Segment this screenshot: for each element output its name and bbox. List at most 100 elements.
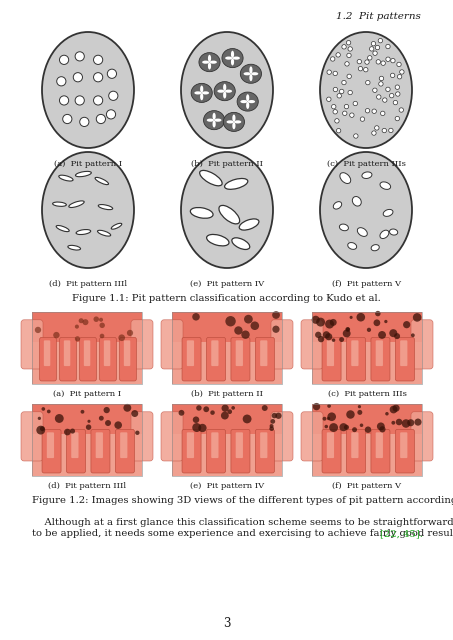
FancyBboxPatch shape	[182, 337, 201, 381]
Circle shape	[222, 404, 229, 412]
Circle shape	[315, 332, 322, 338]
Circle shape	[350, 113, 354, 117]
Ellipse shape	[181, 152, 273, 268]
Ellipse shape	[200, 93, 203, 100]
Circle shape	[347, 53, 351, 58]
Circle shape	[64, 429, 71, 435]
Circle shape	[394, 333, 400, 339]
FancyBboxPatch shape	[60, 337, 77, 381]
Circle shape	[325, 319, 334, 328]
Circle shape	[386, 87, 390, 92]
Circle shape	[63, 115, 72, 124]
Circle shape	[86, 424, 92, 430]
Circle shape	[80, 117, 89, 127]
Text: Although at a first glance this classification scheme seems to be straightforwar: Although at a first glance this classifi…	[32, 518, 453, 527]
Ellipse shape	[232, 115, 236, 122]
FancyBboxPatch shape	[40, 337, 56, 381]
Ellipse shape	[214, 82, 235, 100]
Ellipse shape	[190, 207, 213, 218]
Circle shape	[395, 85, 400, 90]
Circle shape	[221, 412, 229, 419]
Ellipse shape	[59, 175, 73, 181]
Circle shape	[403, 321, 410, 328]
Ellipse shape	[53, 202, 66, 206]
Circle shape	[396, 419, 402, 426]
Circle shape	[312, 316, 320, 324]
Bar	[172, 404, 282, 476]
Bar	[32, 404, 142, 476]
Ellipse shape	[357, 228, 367, 236]
Text: Figure 1.1: Pit pattern classification according to Kudo et al.: Figure 1.1: Pit pattern classification a…	[72, 294, 381, 303]
Circle shape	[272, 311, 280, 319]
Circle shape	[377, 422, 385, 430]
Bar	[172, 312, 282, 384]
Bar	[312, 404, 422, 476]
Circle shape	[251, 321, 259, 330]
Bar	[172, 404, 282, 476]
Circle shape	[339, 423, 347, 431]
Circle shape	[81, 410, 84, 413]
Ellipse shape	[42, 152, 134, 268]
Ellipse shape	[380, 230, 389, 239]
Circle shape	[345, 61, 349, 66]
Text: (e)  Pit pattern IV: (e) Pit pattern IV	[190, 280, 264, 288]
Circle shape	[104, 407, 110, 413]
FancyBboxPatch shape	[411, 320, 433, 369]
Ellipse shape	[239, 219, 259, 230]
FancyBboxPatch shape	[161, 320, 183, 369]
Circle shape	[36, 426, 45, 435]
Circle shape	[393, 100, 398, 105]
FancyBboxPatch shape	[211, 340, 218, 366]
Ellipse shape	[214, 118, 222, 122]
Circle shape	[327, 404, 331, 408]
Circle shape	[262, 405, 268, 411]
Circle shape	[335, 118, 339, 123]
Circle shape	[344, 425, 349, 430]
Circle shape	[339, 337, 344, 342]
Ellipse shape	[225, 179, 248, 189]
FancyBboxPatch shape	[207, 429, 226, 473]
FancyBboxPatch shape	[21, 412, 43, 461]
Circle shape	[389, 329, 397, 337]
Ellipse shape	[333, 202, 342, 209]
Circle shape	[358, 67, 363, 71]
Text: (c)  Pit pattern IIIs: (c) Pit pattern IIIs	[327, 160, 405, 168]
Text: (d)  Pit pattern IIIl: (d) Pit pattern IIIl	[49, 280, 127, 288]
Circle shape	[93, 72, 103, 82]
FancyBboxPatch shape	[71, 433, 78, 458]
Ellipse shape	[98, 205, 113, 210]
Ellipse shape	[339, 224, 348, 231]
Circle shape	[390, 93, 394, 98]
Ellipse shape	[97, 230, 111, 236]
Ellipse shape	[232, 238, 250, 250]
Circle shape	[316, 317, 325, 326]
Ellipse shape	[219, 205, 240, 224]
Circle shape	[333, 109, 337, 114]
Circle shape	[40, 426, 45, 431]
Ellipse shape	[390, 229, 398, 235]
FancyBboxPatch shape	[207, 337, 226, 381]
Ellipse shape	[352, 196, 361, 206]
Circle shape	[196, 405, 202, 411]
Ellipse shape	[244, 72, 251, 76]
Circle shape	[270, 426, 274, 431]
Circle shape	[375, 125, 379, 130]
Ellipse shape	[362, 172, 372, 179]
FancyBboxPatch shape	[327, 433, 334, 458]
Circle shape	[413, 313, 421, 322]
Ellipse shape	[212, 120, 216, 127]
FancyBboxPatch shape	[104, 340, 110, 366]
Ellipse shape	[217, 90, 225, 93]
Circle shape	[123, 404, 131, 412]
Circle shape	[347, 74, 352, 79]
Ellipse shape	[68, 245, 81, 250]
Circle shape	[365, 426, 371, 433]
Circle shape	[115, 421, 122, 429]
Circle shape	[231, 406, 235, 410]
Circle shape	[93, 96, 103, 105]
Circle shape	[47, 410, 51, 413]
Circle shape	[331, 57, 335, 61]
Text: (a)  Pit pattern I: (a) Pit pattern I	[53, 390, 121, 398]
FancyBboxPatch shape	[351, 433, 358, 458]
Circle shape	[390, 58, 395, 63]
